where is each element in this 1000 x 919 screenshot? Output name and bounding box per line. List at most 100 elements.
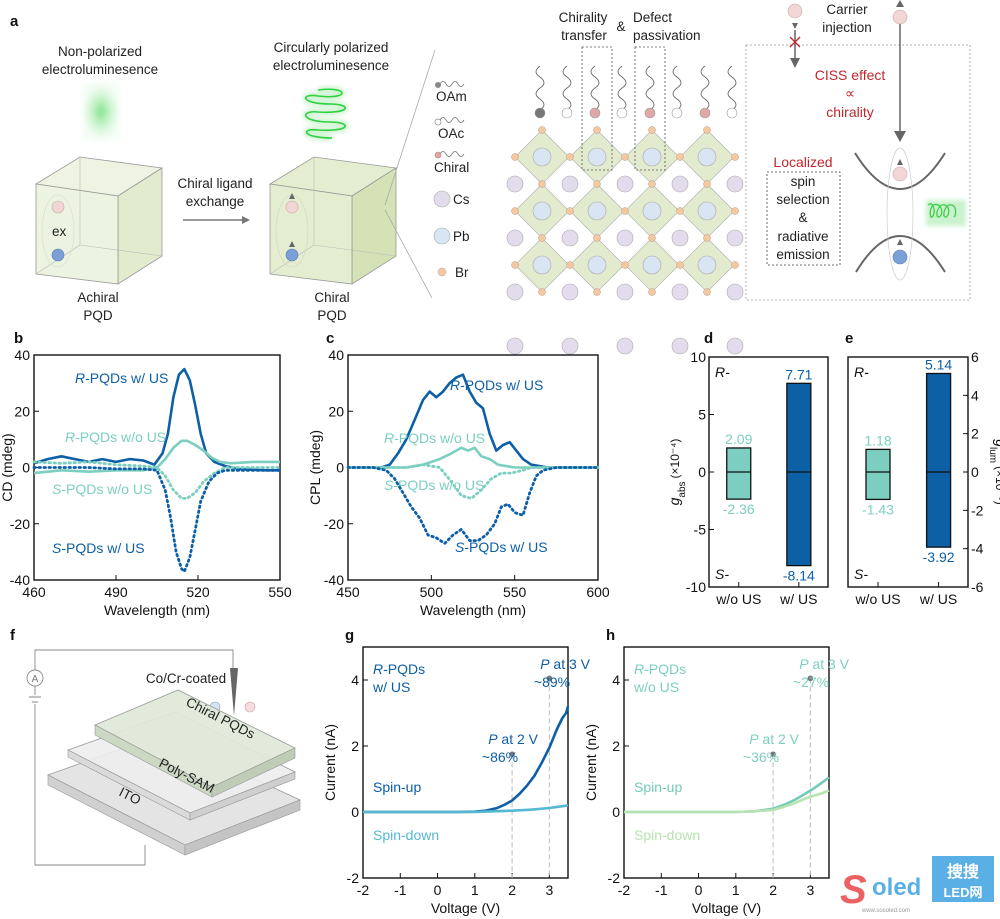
spin-box-line1: spin	[791, 174, 816, 189]
br-atom-icon	[437, 267, 447, 277]
perovskite-lattice	[506, 65, 744, 355]
bar-negative-label: -8.14	[783, 568, 815, 584]
y-axis-label: glum (×10⁻³)	[988, 439, 1000, 505]
x-tick-label: 490	[104, 584, 128, 600]
series-label-text: -PQDs w/ US	[464, 539, 547, 555]
y-tick-label: -5	[694, 522, 707, 538]
legend-pb: Pb	[453, 229, 470, 244]
legend-cs: Cs	[453, 192, 470, 207]
watermark-s: S	[840, 868, 867, 912]
series-line-spin-down	[363, 804, 569, 814]
annotation-voltage: at 2 V	[498, 731, 539, 747]
plot-title-line2: w/o US	[633, 679, 679, 695]
y-tick-label: 0	[22, 460, 30, 476]
r-label: R-	[715, 364, 730, 380]
oam-icon	[435, 82, 441, 88]
x-tick-label: 550	[503, 584, 527, 600]
y-tick-label: 4	[612, 672, 620, 688]
series-line-spin-down	[624, 789, 830, 814]
ampersand: &	[616, 19, 625, 34]
spin-box-line2: selection	[776, 192, 829, 207]
annotation-label: P at 2 V	[749, 731, 799, 747]
arrow-label-line1: Chiral ligand	[177, 176, 252, 191]
spin-box-line5: emission	[776, 247, 829, 262]
carrier-injection-line2: injection	[822, 20, 872, 35]
y-tick-label: -40	[324, 572, 344, 588]
x-tick-label: 0	[434, 882, 442, 898]
x-tick-label: w/ US	[779, 591, 817, 607]
bar-positive-label: 5.14	[925, 356, 952, 372]
spin-box-line3: &	[798, 210, 807, 225]
bar-positive-label: 7.71	[785, 366, 812, 382]
panel-label-a: a	[10, 13, 19, 30]
panel-label-b: b	[14, 330, 23, 347]
x-axis-label: Voltage (V)	[692, 900, 761, 916]
ciss-line2: ∝	[845, 85, 855, 101]
bar-w-us	[925, 372, 952, 548]
y-tick-label: -4	[971, 541, 984, 557]
y-axis-label: Current (nA)	[583, 724, 599, 801]
panel-a: a Non-polarized electroluminesence ex Ac…	[10, 0, 971, 355]
x-tick-label: 460	[22, 584, 46, 600]
bar-negative-label: -3.92	[923, 549, 955, 565]
legend-oam: OAm	[436, 89, 467, 104]
chirality-transfer-box	[581, 46, 613, 171]
x-tick-label: 520	[186, 584, 210, 600]
blocked-cross-icon	[789, 36, 801, 48]
spin-down-electron-icon	[244, 701, 256, 713]
series-label: Spin-down	[373, 827, 439, 843]
series-label: S-PQDs w/ US	[455, 539, 548, 555]
chiral-label-line2: PQD	[317, 308, 347, 323]
y-axis-label-unit: (×10⁻³)	[993, 466, 1000, 505]
annotation-label: P at 2 V	[488, 731, 538, 747]
y-tick-label: 2	[351, 738, 359, 754]
series-label: Spin-up	[373, 779, 421, 795]
watermark-cn: 搜搜	[947, 863, 980, 881]
annotation-point	[509, 751, 515, 758]
right-title-line1: Circularly polarized	[274, 40, 389, 55]
ciss-mechanism-box	[745, 44, 971, 301]
zoom-line-bottom	[384, 209, 433, 299]
x-tick-label: 1	[471, 882, 479, 898]
y-tick-label: -2	[971, 502, 984, 518]
chiral-label-line1: Chiral	[314, 290, 349, 305]
annotation-voltage: at 3 V	[809, 656, 850, 672]
y-tick-label: 0	[971, 464, 979, 480]
s-label: S-	[854, 566, 868, 582]
plot-title-line2: w/ US	[372, 679, 410, 695]
x-tick-label: -2	[357, 882, 370, 898]
annotation-point	[546, 675, 553, 682]
spin-up-carrier-icon	[892, 9, 908, 25]
x-tick-label: 0	[695, 882, 703, 898]
injection-arrow-icon	[894, 131, 906, 142]
series-line-spin-up	[363, 706, 570, 814]
y-tick-label: -10	[686, 579, 706, 595]
x-tick-label: -1	[655, 882, 668, 898]
chart-iv-with-us: -2 -1 0 1 2 3 -2 0 2 4 Voltage (V) Current (nA) P at…	[322, 646, 591, 916]
series-line-s-pqds-w-o-us	[346, 463, 600, 500]
hole-icon	[51, 200, 65, 214]
chart-cpl: 450 500 550 600 -40 -20 0 20 40 Wavelength (nm) CP…	[307, 347, 610, 618]
non-polarized-glow	[82, 83, 120, 140]
annotation-p: P	[488, 731, 498, 747]
bar-positive-label: 1.18	[864, 432, 891, 448]
x-tick-label: w/ US	[919, 591, 957, 607]
spin-box-line4: radiative	[777, 229, 828, 244]
s-label: S-	[715, 566, 729, 582]
y-axis-label-g: g	[666, 497, 682, 505]
r-label: R-	[854, 364, 869, 380]
annotation-value: ~86%	[482, 749, 518, 765]
chiral-pqd-layer	[94, 689, 296, 798]
legend: OAm OAc Chiral Cs Pb Br	[433, 81, 470, 280]
series-label-chirality: S	[52, 481, 62, 497]
y-axis-label: gabs (×10⁻⁴)	[666, 439, 688, 506]
oac-icon	[434, 118, 442, 126]
y-tick-label: -20	[10, 516, 30, 532]
y-tick-label: -2	[347, 870, 360, 886]
y-tick-label: 4	[351, 672, 359, 688]
y-tick-label: 2	[612, 738, 620, 754]
chirality-title-line2: transfer	[561, 28, 607, 43]
series-line-s-pqds-w-o-us	[32, 460, 282, 500]
plot-frame	[623, 646, 830, 879]
right-title-line2: electroluminesence	[273, 58, 389, 73]
